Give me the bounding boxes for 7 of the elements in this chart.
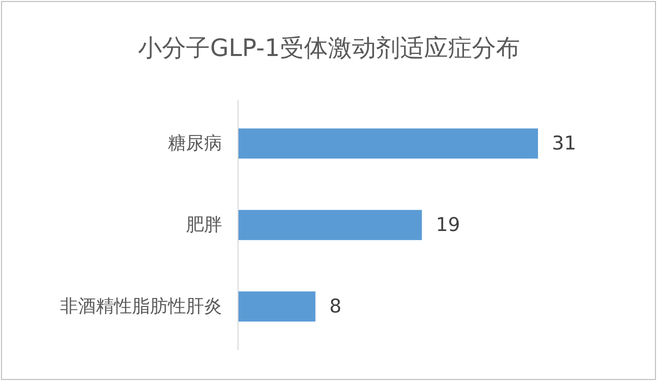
y-tick-label: 肥胖 (186, 214, 222, 236)
data-label: 8 (329, 295, 342, 318)
y-tick-label: 非酒精性脂肪性肝炎 (60, 296, 222, 317)
data-label: 19 (436, 214, 460, 236)
y-tick-label: 糖尿病 (168, 133, 222, 154)
data-label: 31 (552, 132, 576, 155)
chart-title: 小分子GLP-1受体激动剂适应症分布 (138, 34, 520, 62)
